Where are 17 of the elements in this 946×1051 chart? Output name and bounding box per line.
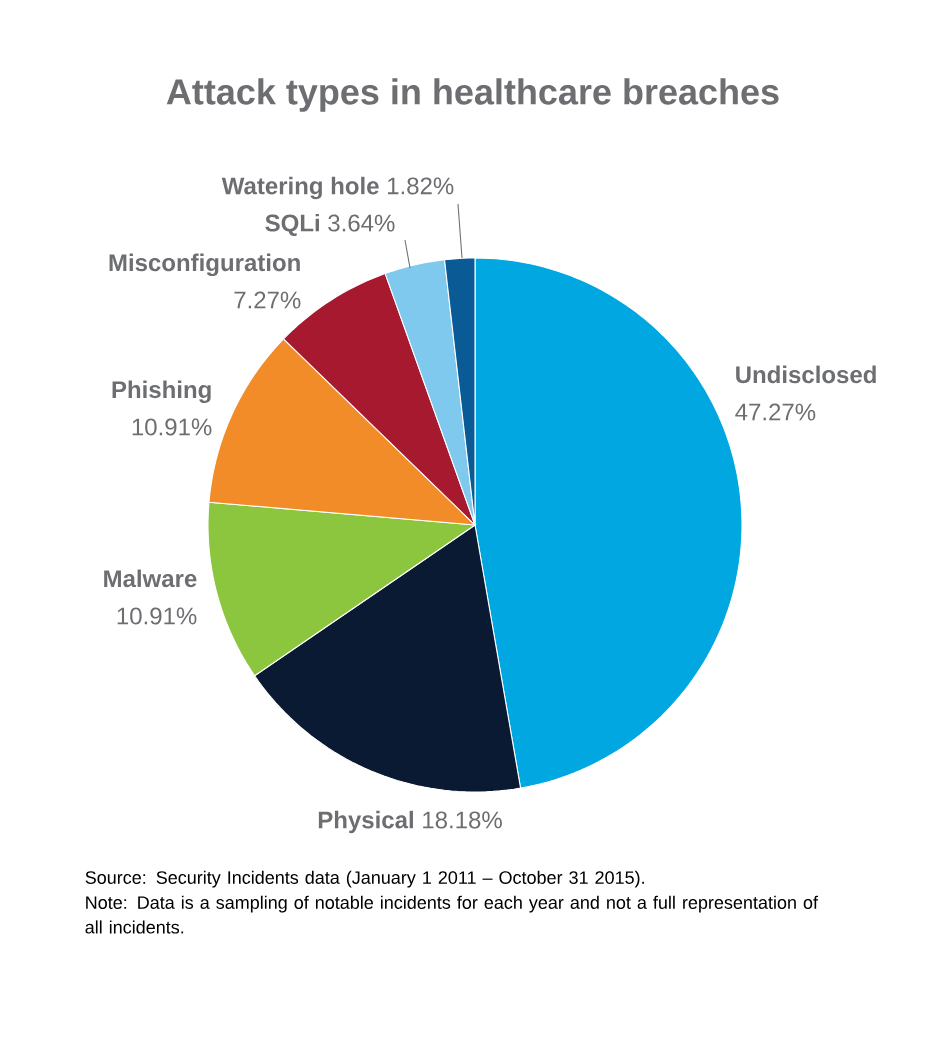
data-label: 3.64% xyxy=(328,214,395,232)
chart-title: Attack types in healthcare breaches xyxy=(166,78,779,112)
slice-label: Malware xyxy=(104,569,197,588)
slice-label: Undisclosed xyxy=(736,365,876,384)
data-label: 1.82% xyxy=(388,177,454,195)
data-label: 47.27% xyxy=(735,403,816,421)
slice-label: Phishing xyxy=(112,380,211,403)
slice-label: SQLi xyxy=(265,213,319,237)
data-label: 10.91% xyxy=(132,418,212,436)
slice-label: Watering hole xyxy=(221,176,379,200)
data-label: 7.27% xyxy=(234,291,301,309)
data-label: 18.18% xyxy=(423,811,502,829)
slice-label: Misconfiguration xyxy=(109,253,300,277)
slice-label: Physical xyxy=(318,810,413,834)
data-label: 10.91% xyxy=(117,607,197,625)
source-note: Source: Security Incidents data (January 1 2011 – October 31 2015). xyxy=(85,870,644,888)
text: Note: Data is a sampling of notable incidents for each year and not a full representation of all incidents. xyxy=(85,895,818,934)
